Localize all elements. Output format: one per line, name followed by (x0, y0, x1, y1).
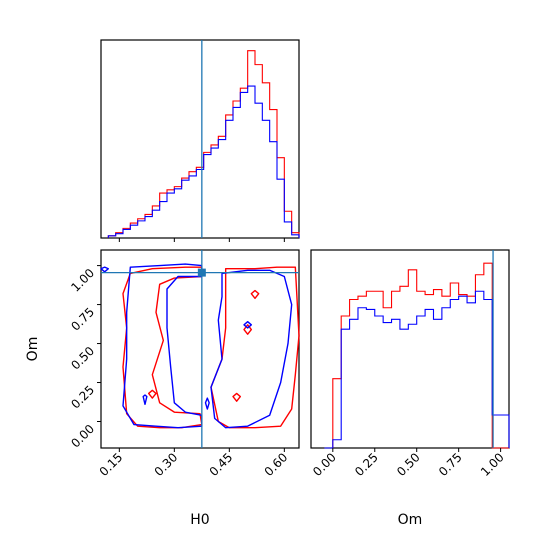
contour-ylabel: Om (25, 337, 41, 362)
contour-xlabel: H0 (190, 512, 209, 528)
contour-truth-group (101, 250, 299, 448)
contour-xtick-label-1: 0.30 (152, 450, 181, 479)
contour-xtick-label-0: 0.15 (97, 450, 126, 479)
om-hist-xtick-label-3: 0.75 (436, 450, 465, 479)
om-histogram-panel: 0.00 0.25 0.50 0.75 1.00 Om (310, 249, 510, 528)
contour-series-0-level-5 (232, 392, 242, 402)
contour-truth-marker (197, 268, 206, 277)
contour-series-1-level-5 (243, 321, 253, 329)
h0-hist-series-1 (107, 85, 300, 238)
contour-ytick-label-3: 0.75 (68, 305, 97, 334)
om-hist-xtick-label-0: 0.00 (310, 450, 339, 479)
om-hist-series-1 (324, 290, 510, 449)
contour-series-0-level-3 (243, 324, 253, 335)
contour-series-1-level-0 (122, 263, 203, 429)
contour-xtick-label-3: 0.60 (262, 450, 291, 479)
contour-ytick-label-1: 0.25 (68, 383, 97, 412)
contour-xtick-label-2: 0.45 (207, 450, 236, 479)
contour-series-0-level-0 (122, 266, 203, 429)
contour-series-0-level-1 (210, 266, 300, 429)
om-hist-xtick-label-1: 0.25 (352, 450, 381, 479)
contour-series-0-level-4 (147, 389, 157, 399)
contour-series-1-level-2 (100, 266, 110, 273)
om-histogram-series-group (324, 262, 510, 449)
om-hist-xtick-label-2: 0.50 (394, 450, 423, 479)
contour-series-0-level-2 (250, 289, 260, 300)
h0-histogram-series-group (107, 50, 300, 238)
contour-series-1-level-1 (210, 269, 293, 429)
contour-ytick-label-2: 0.50 (68, 344, 97, 373)
om-histogram-xlabel: Om (398, 512, 423, 528)
contour-ytick-label-4: 1.00 (68, 266, 97, 295)
h0-histogram-frame (100, 39, 300, 239)
contour-series-1-level-4 (204, 397, 210, 410)
om-vs-h0-contour-panel: 0.15 0.30 0.45 0.600.000.250.500.751.00 H0 … (25, 249, 300, 528)
h0-histogram-ticks (118, 238, 285, 242)
contour-series-group (100, 263, 300, 429)
h0-hist-series-0 (107, 50, 300, 238)
h0-histogram-panel (100, 39, 300, 242)
om-hist-xtick-label-4: 1.00 (478, 450, 507, 479)
contour-series-1-level-3 (142, 394, 148, 406)
contour-frame (100, 249, 300, 449)
om-histogram-frame (310, 249, 510, 449)
om-histogram-ticks: 0.00 0.25 0.50 0.75 1.00 (310, 448, 507, 479)
contour-ticks: 0.15 0.30 0.45 0.60 0.00 0.25 0.50 0.75 1.00 (68, 265, 291, 479)
contour-ytick-label-0: 0.00 (68, 422, 97, 451)
